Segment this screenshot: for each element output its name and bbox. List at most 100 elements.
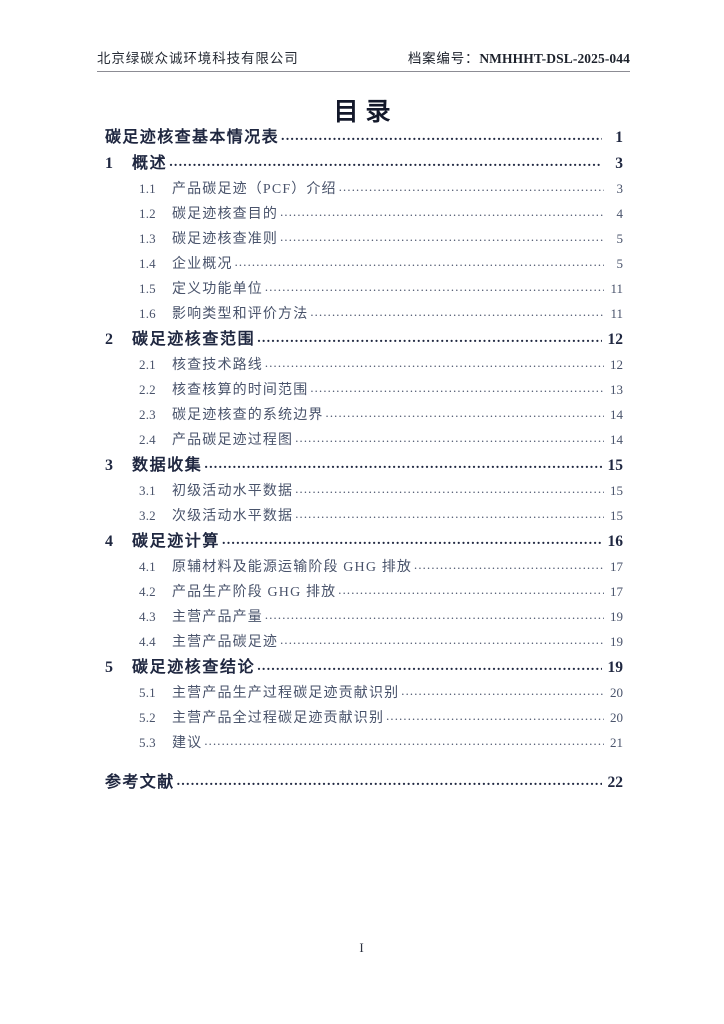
toc-entry-level2[interactable]: 5.3 建议 21: [105, 736, 623, 761]
toc-leader-dots: [281, 130, 602, 144]
toc-entry-number: 2.1: [139, 357, 156, 372]
toc-entry-number: 4.1: [139, 559, 156, 574]
toc-entry-level2[interactable]: 1.4 企业概况 5: [105, 257, 623, 282]
toc-leader-dots: [295, 483, 604, 496]
toc-leader-dots: [310, 306, 604, 319]
toc-leader-dots: [222, 534, 602, 548]
toc-entry-page-number: 5: [616, 231, 624, 246]
toc-entry-level2[interactable]: 1.6 影响类型和评价方法 11: [105, 307, 623, 332]
toc-entry-level1[interactable]: 4 碳足迹计算 16: [105, 534, 623, 560]
page-title: 目录: [333, 99, 398, 126]
toc-entry-number: 2: [105, 331, 113, 348]
toc-entry-label: 概述: [132, 155, 168, 172]
toc-entry-level1[interactable]: 5 碳足迹核查结论 19: [105, 660, 623, 686]
toc-leader-dots: [339, 181, 604, 194]
toc-entry-label: 产品碳足迹过程图: [172, 433, 294, 448]
toc-entry-label: 碳足迹核查准则: [172, 232, 279, 247]
toc-entry-label: 核查核算的时间范围: [172, 383, 309, 398]
toc-leader-dots: [257, 332, 602, 346]
toc-entry-page-number: 19: [610, 634, 623, 649]
toc-entry-level2[interactable]: 2.4 产品碳足迹过程图 14: [105, 433, 623, 458]
toc-entry-number: 5.3: [139, 735, 156, 750]
toc-entry-label: 初级活动水平数据: [172, 484, 294, 499]
toc-entry-number: 4.3: [139, 609, 156, 624]
toc-entry-level2[interactable]: 4.2 产品生产阶段 GHG 排放 17: [105, 585, 623, 610]
toc-entry-number: 3.1: [139, 483, 156, 498]
toc-entry-page-number: 12: [607, 331, 624, 348]
toc-entry-level2[interactable]: 2.2 核查核算的时间范围 13: [105, 383, 623, 408]
toc-entry-label: 碳足迹核查基本情况表: [105, 129, 280, 146]
toc-entry-label: 企业概况: [172, 257, 233, 272]
toc-entry-level2[interactable]: 4.3 主营产品产量 19: [105, 610, 623, 635]
toc-entry-page-number: 22: [607, 774, 624, 791]
toc-entry-number: 2.3: [139, 407, 156, 422]
toc-entry-level2[interactable]: 2.1 核查技术路线 12: [105, 358, 623, 383]
toc-leader-dots: [310, 382, 604, 395]
toc-entry-level2[interactable]: 1.1 产品碳足迹（PCF）介绍 3: [105, 182, 623, 207]
toc-entry-page-number: 3: [616, 181, 624, 196]
toc-entry-level2[interactable]: 5.2 主营产品全过程碳足迹贡献识别 20: [105, 711, 623, 736]
toc-entry-number: 1.3: [139, 231, 156, 246]
toc-entry-number: 5.2: [139, 710, 156, 725]
toc-entry-label: 碳足迹核查结论: [132, 659, 256, 676]
toc-entry-page-number: 17: [610, 559, 623, 574]
toc-entry-page-number: 12: [610, 357, 623, 372]
toc-entry-level2[interactable]: 3.2 次级活动水平数据 15: [105, 509, 623, 534]
toc-entry-label: 主营产品全过程碳足迹贡献识别: [172, 711, 385, 726]
toc-leader-dots: [204, 735, 604, 748]
toc-entry-number: 2.4: [139, 432, 156, 447]
toc-entry-label: 数据收集: [132, 457, 203, 474]
toc-entry-level1[interactable]: 2 碳足迹核查范围 12: [105, 332, 623, 358]
toc-entry-number: 3: [105, 457, 113, 474]
toc-entry-number: 1.1: [139, 181, 156, 196]
toc-entry-label: 产品碳足迹（PCF）介绍: [172, 182, 337, 197]
toc-entry-number: 4.2: [139, 584, 156, 599]
toc-entry-page-number: 16: [607, 533, 624, 550]
toc-entry-number: 1.4: [139, 256, 156, 271]
toc-leader-dots: [280, 231, 604, 244]
toc-entry-level1[interactable]: 3 数据收集 15: [105, 458, 623, 484]
toc-entry-page-number: 1: [615, 129, 623, 146]
toc-entry-level2[interactable]: 4.1 原辅材料及能源运输阶段 GHG 排放 17: [105, 560, 623, 585]
toc-entry-level2[interactable]: 2.3 碳足迹核查的系统边界 14: [105, 408, 623, 433]
table-of-contents: 碳足迹核查基本情况表11概述31.1产品碳足迹（PCF）介绍31.2碳足迹核查目…: [105, 130, 623, 801]
toc-entry-page-number: 11: [610, 306, 623, 321]
toc-entry-level2[interactable]: 3.1 初级活动水平数据 15: [105, 484, 623, 509]
toc-entry-level1[interactable]: 参考文献 22: [105, 775, 623, 801]
toc-entry-label: 碳足迹核查目的: [172, 207, 279, 222]
toc-entry-label: 产品生产阶段 GHG 排放: [172, 585, 337, 600]
toc-leader-dots: [401, 685, 604, 698]
toc-entry-level2[interactable]: 4.4 主营产品碳足迹 19: [105, 635, 623, 660]
toc-entry-number: 1.6: [139, 306, 156, 321]
toc-entry-page-number: 14: [610, 432, 623, 447]
toc-entry-label: 建议: [172, 736, 203, 751]
toc-leader-dots: [265, 281, 604, 294]
toc-entry-number: 4: [105, 533, 113, 550]
toc-entry-level2[interactable]: 1.3 碳足迹核查准则 5: [105, 232, 623, 257]
toc-leader-dots: [414, 559, 604, 572]
toc-leader-dots: [265, 357, 604, 370]
toc-entry-label: 主营产品碳足迹: [172, 635, 279, 650]
toc-leader-dots: [177, 775, 602, 789]
toc-entry-number: 5: [105, 659, 113, 676]
header-archive-number: 档案编号：NMHHHT-DSL-2025-044: [408, 47, 630, 67]
toc-entry-page-number: 11: [610, 281, 623, 296]
toc-leader-dots: [295, 508, 604, 521]
page-folio: I: [359, 940, 365, 955]
toc-leader-dots: [280, 634, 604, 647]
toc-entry-label: 原辅材料及能源运输阶段 GHG 排放: [172, 560, 413, 575]
toc-entry-level2[interactable]: 1.2 碳足迹核查目的 4: [105, 207, 623, 232]
toc-entry-label: 影响类型和评价方法: [172, 307, 309, 322]
toc-entry-page-number: 14: [610, 407, 623, 422]
document-header: 北京绿碳众诚环境科技有限公司 档案编号：NMHHHT-DSL-2025-044: [97, 47, 630, 72]
toc-entry-level2[interactable]: 1.5 定义功能单位 11: [105, 282, 623, 307]
toc-entry-label: 主营产品产量: [172, 610, 263, 625]
toc-entry-page-number: 17: [610, 584, 623, 599]
toc-entry-page-number: 15: [607, 457, 624, 474]
toc-entry-level2[interactable]: 5.1 主营产品生产过程碳足迹贡献识别 20: [105, 686, 623, 711]
archive-number-label: 档案编号：: [407, 51, 480, 66]
toc-entry-level1[interactable]: 1 概述 3: [105, 156, 623, 182]
toc-leader-dots: [257, 660, 602, 674]
toc-entry-level1[interactable]: 碳足迹核查基本情况表 1: [105, 130, 623, 156]
toc-entry-label: 碳足迹计算: [132, 533, 221, 550]
